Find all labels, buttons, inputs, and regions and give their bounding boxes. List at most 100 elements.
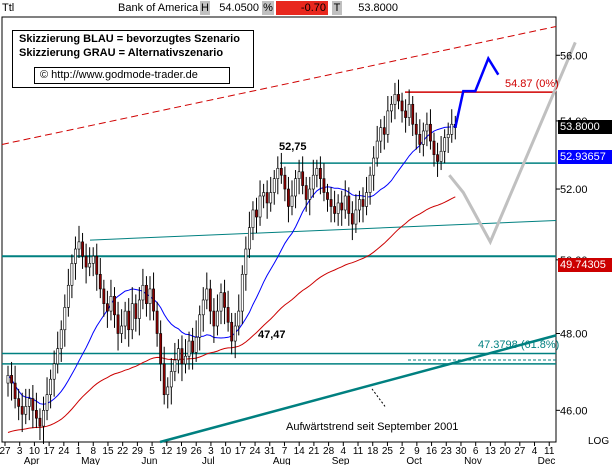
candle (56, 348, 60, 365)
candle (74, 248, 77, 264)
candle (208, 288, 212, 312)
candle (49, 378, 53, 396)
candle (13, 382, 17, 399)
annotation-low: 47,47 (258, 329, 286, 341)
x-tick-label: 23 (441, 446, 453, 457)
candle (358, 199, 361, 211)
candle (393, 94, 397, 105)
x-month-label: Dec (538, 456, 556, 465)
candle (407, 103, 411, 118)
candle (389, 103, 393, 112)
candle (145, 284, 148, 304)
candle (109, 295, 113, 312)
candle (397, 94, 400, 102)
candle (382, 127, 386, 135)
x-tick-label: 15 (102, 446, 114, 457)
blue-scenario-path (454, 55, 500, 128)
candle (95, 255, 99, 275)
header-high-value: 54.0500 (219, 2, 259, 14)
x-tick-label: 17 (235, 446, 247, 457)
candle (42, 410, 45, 427)
x-tick-label: 11 (353, 446, 364, 457)
candle (290, 195, 294, 207)
candle (272, 178, 276, 193)
candle (244, 248, 248, 275)
candle (177, 348, 180, 361)
candle (336, 202, 340, 214)
candle (240, 274, 244, 312)
candle (340, 202, 344, 211)
candle (70, 263, 74, 286)
candle (287, 188, 290, 207)
y-tick-label: 46.00 (560, 405, 588, 417)
candle (219, 292, 223, 312)
x-month-label: Nov (464, 456, 482, 465)
candle (248, 227, 251, 250)
y-axis-label: LOG (588, 436, 609, 447)
candle (432, 140, 436, 155)
candle (106, 303, 109, 312)
candle (102, 288, 106, 304)
copyright-link[interactable]: © http://www.godmode-trader.de (34, 67, 230, 84)
candle (386, 110, 390, 135)
x-tick-label: 21 (308, 446, 320, 457)
candle (446, 134, 450, 139)
candle (10, 375, 13, 384)
candle (361, 199, 365, 207)
annotation-high: 52,75 (279, 141, 307, 153)
candle (77, 241, 81, 250)
x-tick-label: 2 (399, 446, 405, 457)
candle (343, 195, 347, 211)
candle (123, 310, 127, 327)
candle (223, 292, 226, 308)
candle (91, 255, 95, 264)
candle (233, 325, 237, 342)
candle (191, 340, 195, 353)
header-name: Bank of America (118, 2, 199, 14)
x-month-label: Apr (24, 456, 40, 465)
candle (379, 127, 383, 142)
candle (187, 340, 191, 357)
annotation-fib-618: 47.3798 (61.8%) (478, 339, 560, 351)
x-tick-label: 12 (161, 446, 173, 457)
candle (24, 406, 28, 415)
candle (113, 295, 116, 316)
candle (350, 213, 354, 225)
candle (436, 154, 439, 162)
candle (166, 386, 170, 396)
candle (120, 325, 124, 334)
candle (333, 206, 337, 214)
x-tick-label: 3 (17, 446, 23, 457)
legend-blue-scenario: Skizzierung BLAU = bevorzugtes Szenario (19, 33, 240, 45)
x-tick-label: 5 (149, 446, 155, 457)
candle (255, 209, 258, 218)
candle (34, 410, 38, 419)
x-tick-label: 18 (367, 446, 379, 457)
candle (439, 150, 443, 162)
candle (315, 168, 319, 176)
x-month-label: Jul (202, 456, 215, 465)
candle (180, 348, 184, 365)
x-tick-label: 1 (76, 446, 82, 457)
candle (322, 178, 326, 193)
candle (198, 314, 202, 338)
candle (152, 288, 155, 312)
x-tick-label: 6 (473, 446, 479, 457)
x-tick-label: 28 (323, 446, 335, 457)
candle (262, 192, 266, 197)
candle (308, 188, 312, 200)
x-tick-label: 24 (58, 446, 70, 457)
candle (226, 307, 230, 323)
x-tick-label: 29 (132, 446, 144, 457)
candle (155, 310, 159, 334)
candle (237, 310, 241, 327)
candle (283, 174, 287, 190)
x-tick-label: 19 (176, 446, 188, 457)
header-last-value: 53.8000 (358, 2, 398, 14)
x-tick-label: 11 (544, 446, 555, 457)
header-ttl: Ttl (2, 1, 100, 15)
x-tick-label: 24 (249, 446, 261, 457)
header-change: -0.70 (276, 1, 328, 15)
candle (205, 288, 209, 301)
candle (212, 310, 216, 327)
